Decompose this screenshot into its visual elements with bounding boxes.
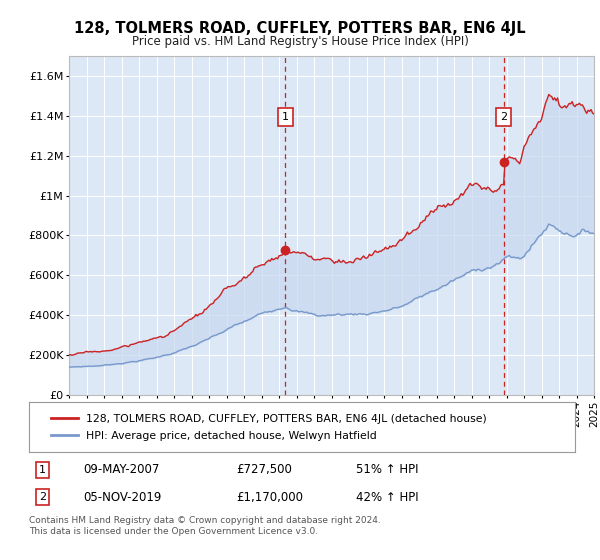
Text: 1: 1 (39, 465, 46, 475)
Text: £1,170,000: £1,170,000 (236, 491, 303, 503)
Text: 1: 1 (281, 112, 289, 122)
Text: 09-MAY-2007: 09-MAY-2007 (83, 463, 160, 477)
Text: 2: 2 (39, 492, 46, 502)
Text: 42% ↑ HPI: 42% ↑ HPI (356, 491, 419, 503)
Text: Price paid vs. HM Land Registry's House Price Index (HPI): Price paid vs. HM Land Registry's House … (131, 35, 469, 48)
Text: £727,500: £727,500 (236, 463, 292, 477)
Text: 128, TOLMERS ROAD, CUFFLEY, POTTERS BAR, EN6 4JL: 128, TOLMERS ROAD, CUFFLEY, POTTERS BAR,… (74, 21, 526, 36)
Legend: 128, TOLMERS ROAD, CUFFLEY, POTTERS BAR, EN6 4JL (detached house), HPI: Average : 128, TOLMERS ROAD, CUFFLEY, POTTERS BAR,… (45, 409, 493, 446)
Text: 2: 2 (500, 112, 507, 122)
Text: 05-NOV-2019: 05-NOV-2019 (83, 491, 162, 503)
Text: 51% ↑ HPI: 51% ↑ HPI (356, 463, 419, 477)
Text: Contains HM Land Registry data © Crown copyright and database right 2024.
This d: Contains HM Land Registry data © Crown c… (29, 516, 380, 536)
